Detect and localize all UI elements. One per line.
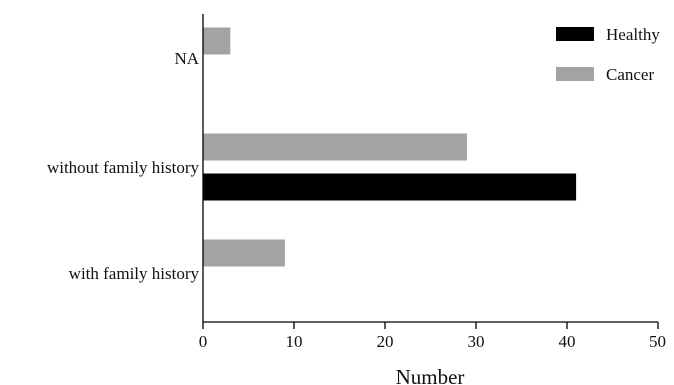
bar-cancer-1 <box>203 133 467 161</box>
x-tick-label-0: 0 <box>199 332 208 351</box>
bar-cancer-2 <box>203 239 285 267</box>
category-label-2: with family history <box>69 264 200 283</box>
category-label-0: NA <box>174 49 199 68</box>
x-tick-label-2: 20 <box>377 332 394 351</box>
legend-label-healthy: Healthy <box>606 25 660 44</box>
x-tick-label-1: 10 <box>286 332 303 351</box>
bar-cancer-0 <box>203 27 231 55</box>
legend: Healthy Cancer <box>556 25 660 84</box>
x-tick-label-5: 50 <box>649 332 666 351</box>
bar-healthy-1 <box>203 173 577 201</box>
category-labels-group: NA without family history with family hist… <box>47 49 200 283</box>
x-axis-title: Number <box>396 365 465 385</box>
legend-swatch-healthy <box>556 27 594 41</box>
legend-label-cancer: Cancer <box>606 65 654 84</box>
bars-group <box>203 27 577 267</box>
x-tick-label-4: 40 <box>559 332 576 351</box>
legend-swatch-cancer <box>556 67 594 81</box>
x-tick-label-3: 30 <box>468 332 485 351</box>
x-ticks-group: 0 10 20 30 40 50 <box>199 322 666 351</box>
category-label-1: without family history <box>47 158 200 177</box>
